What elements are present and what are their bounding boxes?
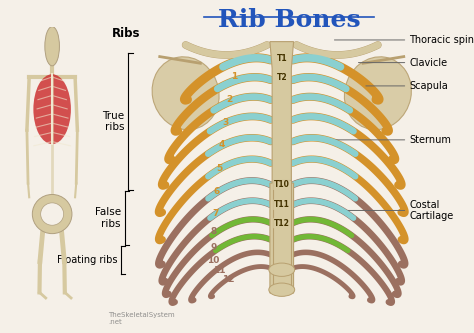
Text: 2: 2: [226, 95, 232, 105]
Text: Thoracic spine: Thoracic spine: [409, 35, 474, 45]
Text: T10: T10: [274, 180, 290, 189]
Text: True
ribs: True ribs: [102, 111, 125, 132]
Text: 10: 10: [207, 256, 219, 265]
Ellipse shape: [344, 57, 411, 130]
Text: 5: 5: [216, 164, 222, 173]
Ellipse shape: [33, 74, 71, 144]
Text: 1: 1: [231, 72, 237, 81]
Text: T12: T12: [274, 218, 290, 228]
Text: Scapula: Scapula: [409, 81, 448, 91]
Text: T1: T1: [276, 54, 287, 63]
Text: 3: 3: [222, 118, 228, 127]
Ellipse shape: [269, 283, 295, 296]
Text: 8: 8: [210, 227, 217, 236]
Text: 12: 12: [222, 274, 234, 284]
Text: 9: 9: [210, 242, 217, 252]
Text: TheSkeletalSystem
.net: TheSkeletalSystem .net: [108, 312, 174, 325]
Text: T2: T2: [276, 73, 287, 82]
Ellipse shape: [41, 203, 64, 225]
Text: 11: 11: [213, 266, 225, 275]
Text: False
ribs: False ribs: [95, 207, 121, 229]
Text: T11: T11: [274, 200, 290, 209]
Circle shape: [45, 27, 59, 66]
Text: Ribs: Ribs: [112, 27, 140, 40]
Ellipse shape: [152, 57, 219, 130]
Polygon shape: [273, 180, 291, 290]
Text: Clavicle: Clavicle: [409, 58, 447, 68]
Ellipse shape: [269, 263, 295, 276]
Text: Rib Bones: Rib Bones: [218, 8, 360, 32]
Text: 7: 7: [212, 208, 219, 218]
Ellipse shape: [32, 194, 72, 234]
Polygon shape: [270, 42, 293, 293]
Text: 6: 6: [214, 187, 220, 196]
Text: 4: 4: [219, 140, 225, 150]
Text: Sternum: Sternum: [409, 135, 451, 145]
Text: Floating ribs: Floating ribs: [57, 255, 117, 265]
Text: Costal
Cartilage: Costal Cartilage: [409, 200, 454, 221]
